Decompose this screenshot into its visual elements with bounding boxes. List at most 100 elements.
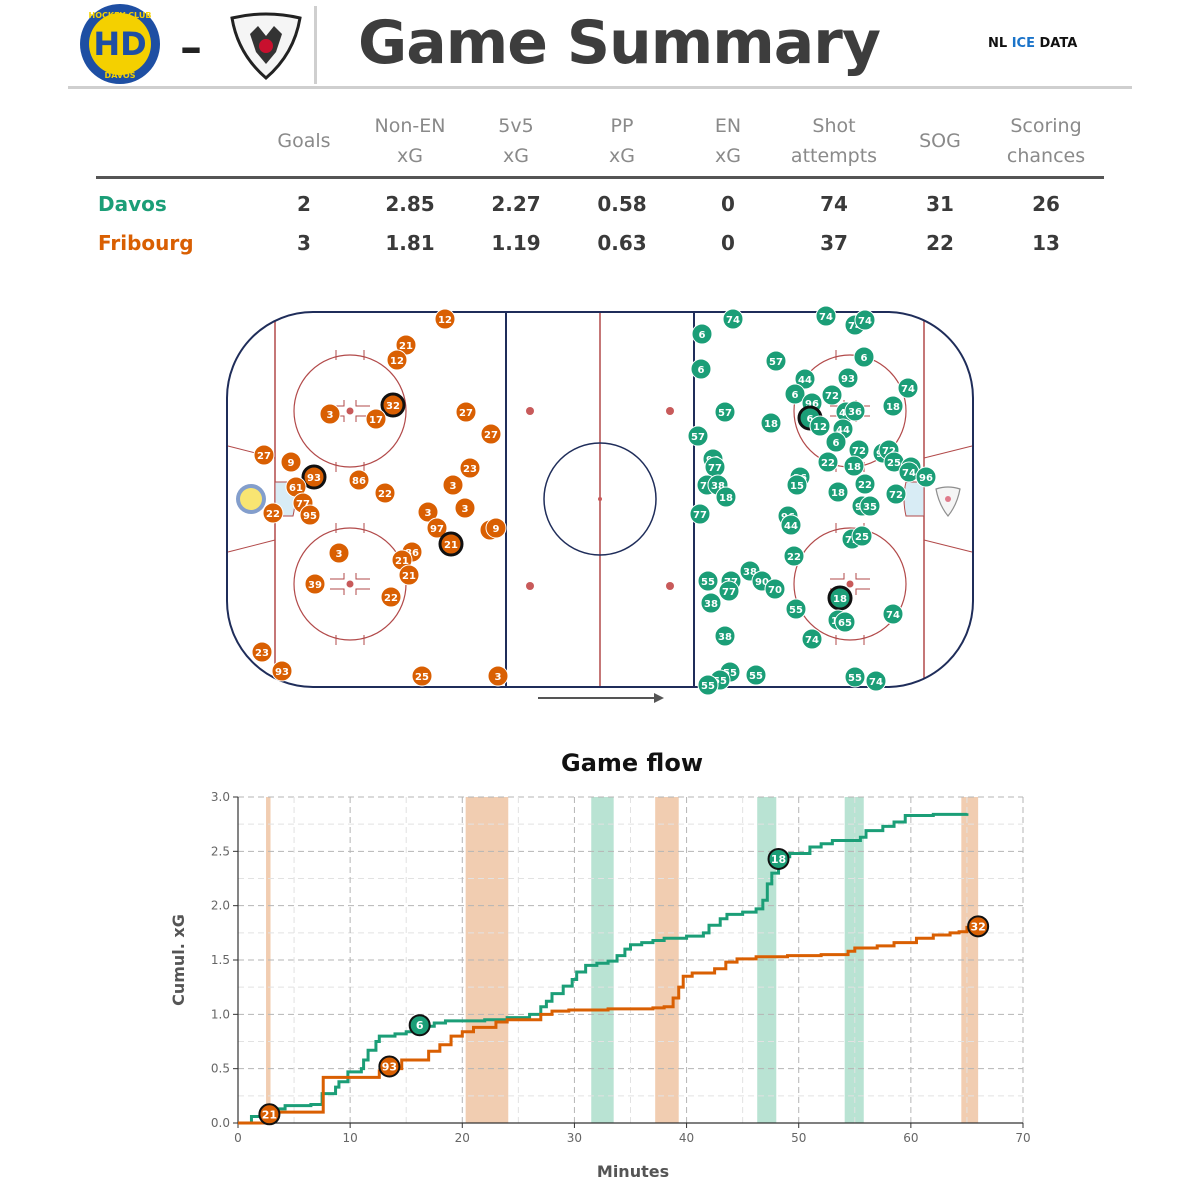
davos-shot-dot bbox=[794, 368, 816, 390]
fribourg-shot-dot bbox=[374, 482, 396, 504]
davos-shot-dot bbox=[722, 308, 744, 330]
table-cell: 37 bbox=[820, 231, 848, 255]
davos-shot-marker: 55 bbox=[697, 570, 719, 592]
davos-shot-marker: 72 bbox=[821, 384, 843, 406]
fribourg-shot-marker: 39 bbox=[304, 573, 326, 595]
stats-table: Goals Non-EN xG 5v5 xG PP xG EN xG Shot attem… bbox=[0, 0, 1200, 270]
column-header-line1: SOG bbox=[919, 130, 961, 152]
davos-shot-dot bbox=[783, 545, 805, 567]
shots-layer: 1221123231727272799323866132277322953973… bbox=[251, 305, 937, 696]
x-axis-label: Minutes bbox=[597, 1162, 669, 1181]
fribourg-shot-dot bbox=[442, 474, 464, 496]
goal-marker-dot bbox=[408, 1014, 431, 1037]
fribourg-shot-number: 3 bbox=[495, 672, 502, 683]
davos-shot-number: 18 bbox=[847, 462, 861, 473]
davos-shot-dot bbox=[882, 603, 904, 625]
fribourg-logo bbox=[230, 12, 302, 80]
fribourg-shot-dot bbox=[485, 517, 507, 539]
davos-shot-dot bbox=[827, 481, 849, 503]
fribourg-shot-dot bbox=[426, 517, 448, 539]
davos-shot-dot bbox=[915, 466, 937, 488]
davos-shot-marker: 57 bbox=[687, 425, 709, 447]
table-cell: 0.63 bbox=[597, 231, 647, 255]
column-header-line1: PP bbox=[610, 115, 634, 137]
fribourg-shot-dot bbox=[411, 665, 433, 687]
davos-shot-number: 22 bbox=[858, 480, 872, 491]
x-tick-label: 10 bbox=[343, 1131, 358, 1145]
goal-marker-fribourg: 21 bbox=[258, 1103, 281, 1126]
table-cell: 2.85 bbox=[385, 192, 435, 216]
fribourg-shot-number: 95 bbox=[303, 511, 317, 522]
x-tick-label: 50 bbox=[791, 1131, 806, 1145]
davos-shot-number: 38 bbox=[704, 599, 718, 610]
davos-shot-dot bbox=[851, 525, 873, 547]
table-cell: 2.27 bbox=[491, 192, 541, 216]
fribourg-shot-number: 9 bbox=[288, 458, 295, 469]
header-rule bbox=[68, 86, 1132, 89]
team-separator-dash: – bbox=[180, 22, 202, 73]
row-team-davos: Davos bbox=[98, 192, 167, 216]
davos-shot-marker: 6 bbox=[690, 358, 712, 380]
davos-shot-number: 55 bbox=[749, 671, 763, 682]
davos-shot-marker: 6 bbox=[691, 323, 713, 345]
fribourg-shot-number: 25 bbox=[415, 672, 429, 683]
davos-shot-number: 6 bbox=[861, 353, 868, 364]
column-header-scoring-chances: Scoring chances bbox=[986, 111, 1106, 171]
davos-shot-number: 6 bbox=[807, 414, 814, 425]
fribourg-shot-dot bbox=[299, 504, 321, 526]
davos-shot-dot bbox=[854, 473, 876, 495]
fribourg-shot-dot bbox=[262, 502, 284, 524]
davos-shot-marker: 74 bbox=[722, 308, 744, 330]
fribourg-shot-dot bbox=[459, 457, 481, 479]
fribourg-shot-marker: 23 bbox=[459, 457, 481, 479]
davos-shot-number: 72 bbox=[852, 446, 866, 457]
davos-shot-number: 44 bbox=[784, 521, 798, 532]
davos-shot-dot bbox=[801, 628, 823, 650]
table-cell: 13 bbox=[1032, 231, 1060, 255]
davos-shot-dot bbox=[853, 346, 875, 368]
y-tick-label: 1.0 bbox=[211, 1007, 230, 1021]
davos-shot-number: 18 bbox=[764, 419, 778, 430]
davos-shot-dot bbox=[697, 570, 719, 592]
fribourg-net-logo bbox=[935, 486, 961, 517]
davos-shot-marker: 55 bbox=[745, 664, 767, 686]
column-header-pp-xg: PP xG bbox=[562, 111, 682, 171]
row-team-fribourg: Fribourg bbox=[98, 231, 194, 255]
davos-shot-number: 18 bbox=[833, 594, 847, 605]
column-header-line1: EN bbox=[714, 115, 742, 137]
fribourg-shot-dot bbox=[251, 641, 273, 663]
davos-shot-marker: 93 bbox=[837, 367, 859, 389]
davos-shot-number: 38 bbox=[711, 481, 725, 492]
goal-marker-label: 18 bbox=[771, 853, 786, 866]
davos-shot-marker: 6 bbox=[853, 346, 875, 368]
column-header-line1: 5v5 bbox=[498, 115, 534, 137]
game-flow-chart: Game flow 0 10 20 30 40 50 60 70 0.0 0.5 1.0 1.5 2.0… bbox=[169, 749, 1031, 1181]
davos-shot-marker: 22 bbox=[783, 545, 805, 567]
fribourg-shot-number: 93 bbox=[307, 473, 321, 484]
column-header-line2: xG bbox=[397, 145, 423, 167]
goal-marker-label: 6 bbox=[416, 1019, 424, 1032]
goal-marker-label: 21 bbox=[262, 1108, 277, 1121]
fribourg-shot-dot bbox=[398, 564, 420, 586]
davos-shot-number: 57 bbox=[691, 432, 705, 443]
davos-shot-number: 12 bbox=[813, 422, 827, 433]
davos-shot-marker: 12 bbox=[809, 415, 831, 437]
davos-shot-marker: 18 bbox=[843, 455, 865, 477]
goal-marker-dot bbox=[767, 847, 790, 870]
davos-shot-number: 55 bbox=[848, 673, 862, 684]
davos-shot-number: 74 bbox=[902, 468, 916, 479]
davos-shot-number: 74 bbox=[901, 384, 915, 395]
x-tick-label: 0 bbox=[234, 1131, 242, 1145]
goal-marker-davos: 6 bbox=[408, 1014, 431, 1037]
column-header-shot-attempts: Shot attempts bbox=[774, 111, 894, 171]
x-tick-label: 30 bbox=[567, 1131, 582, 1145]
davos-shot-number: 55 bbox=[789, 605, 803, 616]
davos-shot-marker: 22 bbox=[854, 473, 876, 495]
fribourg-shot-number: 77 bbox=[296, 499, 310, 510]
fribourg-shot-marker: 22 bbox=[262, 502, 284, 524]
column-header-line1: Scoring bbox=[1010, 115, 1082, 137]
davos-shot-marker: 18 bbox=[882, 395, 904, 417]
davos-shot-marker: 74 bbox=[815, 305, 837, 327]
fribourg-shot-dot bbox=[328, 542, 350, 564]
fribourg-shot-number: 3 bbox=[327, 410, 334, 421]
